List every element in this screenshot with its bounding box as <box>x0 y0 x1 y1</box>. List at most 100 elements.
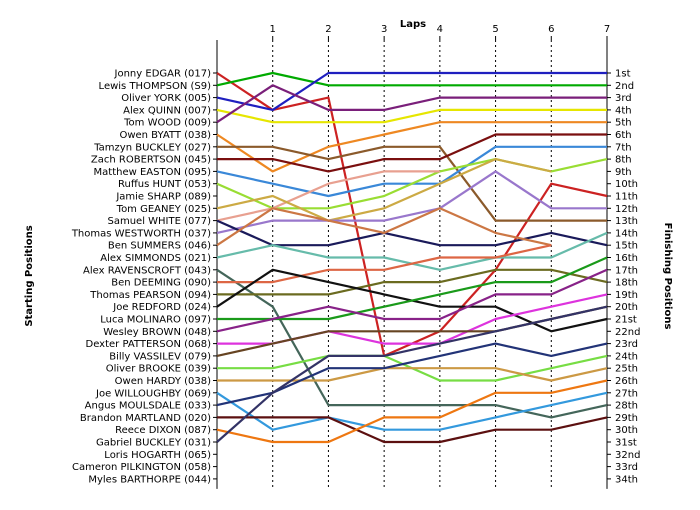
driver-position-line <box>216 170 440 222</box>
driver-position-line <box>216 342 608 407</box>
driver-position-line <box>217 145 607 222</box>
starting-position-label: Ben SUMMERS (046) <box>108 241 211 252</box>
starting-position-label: Cameron PILKINGTON (058) <box>72 462 211 473</box>
starting-position-label: Loris HOGARTH (065) <box>104 450 211 461</box>
finishing-position-label: 15th <box>615 241 638 252</box>
starting-position-label: Samuel WHITE (077) <box>107 216 211 227</box>
starting-position-label: Brandon MARTLAND (020) <box>80 413 211 424</box>
starting-position-label: Alex SIMMONDS (021) <box>100 253 211 264</box>
starting-position-label: Jonny EDGAR (017) <box>114 69 212 80</box>
finishing-position-label: 11th <box>615 192 638 203</box>
lap-tick-labels: 1 2 3 4 5 6 7 <box>270 24 610 40</box>
driver-position-line <box>216 71 607 87</box>
starting-position-label: Reece DIXON (087) <box>115 425 211 436</box>
starting-position-label: Joe REDFORD (024) <box>112 302 211 313</box>
finishing-position-label: 3rd <box>615 93 632 104</box>
driver-position-line <box>217 416 608 444</box>
lap-tick-label: 6 <box>548 24 554 35</box>
finishing-position-label: 13th <box>615 216 638 227</box>
finishing-position-label: 24th <box>615 351 638 362</box>
finishing-position-labels: 1st2nd3rd4th5th6th7th8th9th10th11th12th1… <box>607 69 640 485</box>
starting-position-label: Dexter PATTERSON (068) <box>86 339 212 350</box>
finishing-position-label: 7th <box>615 142 632 153</box>
finishing-position-label: 31st <box>615 438 637 449</box>
driver-position-line <box>216 108 607 124</box>
driver-position-line <box>216 158 552 222</box>
finishing-position-label: 23rd <box>615 339 638 350</box>
starting-position-label: Angus MOULSDALE (033) <box>85 401 211 412</box>
starting-position-label: Owen BYATT (038) <box>119 130 211 141</box>
driver-position-line <box>217 268 608 296</box>
finishing-position-label: 27th <box>615 388 638 399</box>
driver-position-line <box>216 170 607 234</box>
finishing-position-label: 30th <box>615 425 638 436</box>
lap-tick-label: 3 <box>381 24 387 35</box>
starting-position-label: Alex RAVENSCROFT (043) <box>83 265 211 276</box>
starting-position-label: Ben DEEMING (090) <box>111 278 211 289</box>
driver-position-line <box>217 256 608 321</box>
starting-position-label: Luca MOLINARO (097) <box>100 315 211 326</box>
driver-position-line <box>216 305 608 443</box>
lap-tick-label: 5 <box>492 24 498 35</box>
finishing-position-label: 16th <box>615 253 638 264</box>
driver-position-line <box>216 379 608 444</box>
starting-position-label: Matthew EASTON (095) <box>94 167 212 178</box>
driver-position-line <box>216 219 608 247</box>
finishing-position-label: 17th <box>615 265 638 276</box>
lap-tick-label: 4 <box>437 24 443 35</box>
finishing-position-label: 12th <box>615 204 638 215</box>
starting-position-label: Tom WOOD (009) <box>123 118 211 129</box>
driver-position-line <box>217 367 608 382</box>
driver-position-line <box>216 305 608 357</box>
starting-position-label: Oliver BROOKE (039) <box>106 364 211 375</box>
finishing-position-label: 25th <box>615 364 638 375</box>
finishing-position-label: 1st <box>615 69 631 80</box>
finishing-position-label: 18th <box>615 278 638 289</box>
starting-position-label: Gabriel BUCKLEY (031) <box>96 438 211 449</box>
starting-position-label: Owen HARDY (038) <box>115 376 211 387</box>
finishing-position-label: 2nd <box>615 81 634 92</box>
finishing-position-label: 33rd <box>615 462 638 473</box>
finishing-position-label: 6th <box>615 130 632 141</box>
finishing-position-label: 21st <box>615 315 637 326</box>
series-lines <box>216 71 608 444</box>
finishing-position-label: 4th <box>615 105 632 116</box>
driver-position-line <box>216 268 608 419</box>
starting-position-label: Tamzyn BUCKLEY (027) <box>93 142 211 153</box>
driver-position-line <box>216 207 552 247</box>
finishing-position-label: 5th <box>615 118 632 129</box>
driver-position-line <box>217 244 552 284</box>
driver-position-line <box>216 71 607 112</box>
driver-position-line <box>216 268 608 333</box>
lap-tick-label: 1 <box>270 24 276 35</box>
starting-position-label: Ruffus HUNT (053) <box>118 179 211 190</box>
finishing-position-label: 19th <box>615 290 638 301</box>
finishing-position-label: 10th <box>615 179 638 190</box>
finishing-position-label: 20th <box>615 302 638 313</box>
finishing-position-label: 32nd <box>615 450 640 461</box>
starting-position-label: Zach ROBERTSON (045) <box>91 155 211 166</box>
starting-position-label: Billy VASSILEV (079) <box>109 351 211 362</box>
driver-position-line <box>217 133 607 173</box>
starting-position-label: Wesley BROWN (048) <box>103 327 211 338</box>
finishing-position-label: 28th <box>615 401 638 412</box>
lap-tick-label: 2 <box>325 24 331 35</box>
finishing-position-label: 26th <box>615 376 638 387</box>
starting-position-label: Lewis THOMPSON (S9) <box>99 81 212 92</box>
finishing-position-label: 14th <box>615 228 638 239</box>
y-axis-title-left: Starting Positions <box>24 225 35 326</box>
finishing-position-label: 9th <box>615 167 632 178</box>
starting-position-label: Tom GEANEY (025) <box>116 204 211 215</box>
axes <box>216 40 608 489</box>
starting-position-label: Joe WILLOUGHBY (069) <box>95 388 211 399</box>
lap-tick-label: 7 <box>604 24 610 35</box>
starting-position-label: Jamie SHARP (089) <box>115 192 211 203</box>
starting-position-label: Alex QUINN (007) <box>123 105 211 116</box>
finishing-position-label: 22nd <box>615 327 640 338</box>
starting-position-labels: Jonny EDGAR (017)Lewis THOMPSON (S9)Oliv… <box>71 69 217 485</box>
finishing-position-label: 29th <box>615 413 638 424</box>
starting-position-label: Oliver YORK (005) <box>121 93 211 104</box>
driver-position-line <box>216 121 607 173</box>
x-axis-title: Laps <box>400 19 426 30</box>
